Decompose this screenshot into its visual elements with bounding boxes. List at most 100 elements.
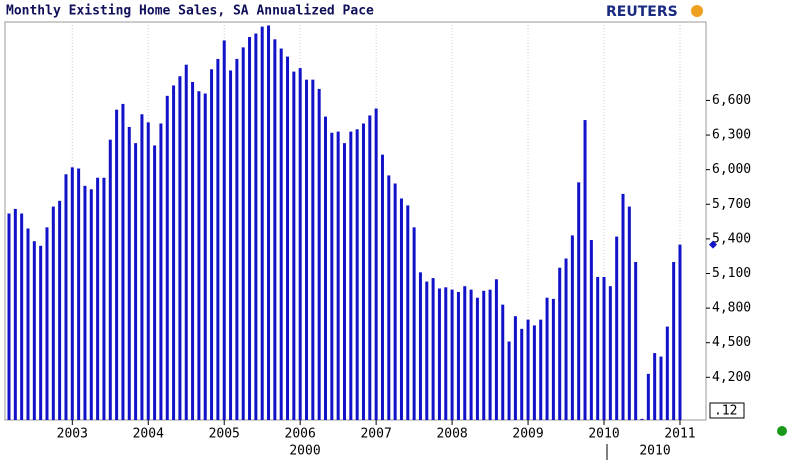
bar — [127, 126, 131, 421]
bar — [564, 258, 568, 420]
bar — [678, 244, 682, 420]
bar — [374, 108, 378, 421]
bar — [191, 81, 195, 420]
last-value-marker — [709, 240, 717, 249]
plot-frame — [4, 21, 707, 421]
bar — [267, 25, 271, 420]
bar — [387, 175, 391, 420]
bar — [602, 276, 606, 420]
y-tick-label: 5,700 — [712, 197, 751, 212]
bar — [279, 48, 283, 421]
bar — [640, 418, 644, 420]
bar — [121, 103, 125, 420]
bar — [336, 131, 340, 420]
bar — [203, 93, 207, 421]
bar — [482, 290, 486, 420]
y-tick-label: 6,300 — [712, 128, 751, 143]
bar — [412, 227, 416, 420]
bar — [140, 114, 144, 420]
bar — [330, 132, 334, 420]
bar — [89, 189, 93, 420]
bar — [513, 316, 517, 420]
y-tick-label: 4,800 — [712, 301, 751, 316]
bar — [558, 267, 562, 420]
y-tick-label: 5,400 — [712, 231, 751, 246]
x-tick-label: 2007 — [360, 427, 391, 442]
bar — [64, 174, 68, 420]
bar — [444, 287, 448, 420]
bar — [368, 115, 372, 420]
bar — [659, 356, 663, 420]
bar — [45, 227, 49, 420]
bar — [165, 95, 169, 421]
bar — [418, 272, 422, 420]
bar — [361, 123, 365, 421]
bar — [159, 123, 163, 421]
bar — [526, 319, 530, 420]
bar — [532, 325, 536, 420]
bar — [355, 129, 359, 420]
bar — [627, 206, 631, 420]
bar — [51, 206, 55, 420]
bar — [380, 154, 384, 420]
bar — [621, 193, 625, 420]
bar — [58, 200, 62, 420]
bar — [324, 116, 327, 420]
bar — [134, 143, 138, 420]
bar — [260, 26, 264, 420]
bar — [273, 39, 277, 420]
bar — [615, 236, 619, 420]
bar — [248, 36, 252, 420]
bar — [317, 88, 321, 420]
bar — [241, 47, 245, 421]
bar — [431, 278, 435, 420]
bar — [305, 79, 309, 421]
bar — [146, 122, 150, 420]
brand: REUTERS — [606, 4, 678, 20]
bar — [32, 241, 36, 420]
bar — [596, 276, 600, 420]
bar — [539, 319, 543, 420]
bar — [665, 326, 669, 420]
bar — [507, 341, 511, 420]
bar — [115, 109, 119, 421]
y-tick-label: 5,100 — [712, 266, 751, 281]
y-tick-label: 6,600 — [712, 93, 751, 108]
bar — [153, 145, 157, 420]
bar — [577, 182, 581, 420]
bar — [184, 64, 188, 421]
x-tick-label: 2008 — [436, 427, 467, 442]
bar — [102, 177, 106, 420]
bar — [39, 245, 43, 420]
bar — [13, 208, 17, 420]
annotation-box — [709, 402, 745, 419]
bar — [634, 261, 638, 420]
bar — [235, 58, 239, 420]
bar — [20, 213, 24, 420]
decade-label: 2000 — [289, 444, 320, 459]
bar — [286, 56, 290, 420]
annotation: .12 — [714, 404, 737, 419]
x-tick-label: 2004 — [133, 427, 164, 442]
bar — [646, 373, 650, 420]
x-tick-label: 2011 — [664, 427, 695, 442]
bar — [608, 286, 612, 420]
bar — [406, 205, 410, 420]
bar — [229, 70, 233, 420]
bar — [501, 304, 505, 420]
x-tick-label: 2005 — [209, 427, 240, 442]
status-dot — [777, 426, 787, 436]
bar — [210, 69, 214, 420]
bar — [254, 33, 258, 421]
bar — [342, 143, 346, 420]
bar — [520, 328, 524, 420]
bar — [570, 235, 574, 420]
bar — [469, 289, 473, 420]
bar — [672, 261, 676, 420]
x-tick-label: 2009 — [512, 427, 543, 442]
bar — [7, 213, 11, 420]
bar — [311, 79, 315, 421]
x-tick-label: 2006 — [285, 427, 316, 442]
bar — [292, 71, 296, 420]
bar — [197, 91, 201, 420]
